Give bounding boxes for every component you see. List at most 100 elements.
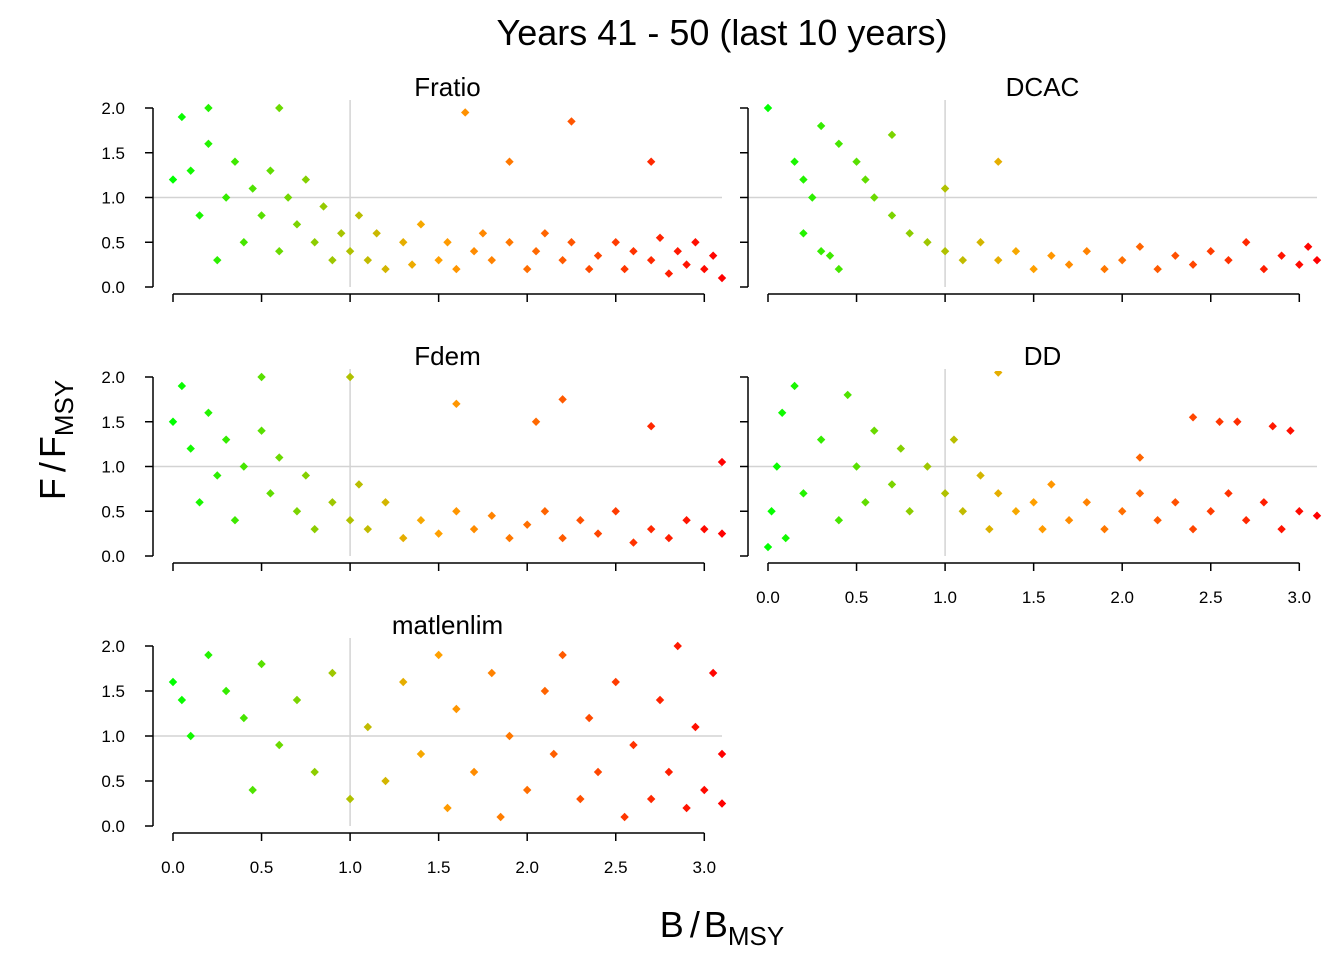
data-point [168, 175, 178, 184]
data-point [799, 175, 808, 184]
data-point [1153, 516, 1162, 525]
data-point [708, 251, 718, 260]
data-point [777, 408, 787, 417]
data-point [887, 211, 897, 220]
data-point [790, 157, 799, 166]
data-point [558, 650, 567, 660]
data-point [345, 516, 355, 525]
data-point [354, 211, 364, 220]
x-tick-label: 2.0 [1110, 588, 1134, 607]
data-point [646, 422, 656, 431]
y-axis-title-main-2: F [32, 436, 73, 458]
data-point [799, 489, 808, 498]
data-point [1117, 507, 1127, 516]
x-tick-label: 2.5 [1199, 588, 1223, 607]
data-point [478, 229, 488, 238]
panel-title: DCAC [1006, 72, 1080, 102]
data-point [540, 507, 550, 516]
data-point [487, 511, 496, 520]
chart-title: Years 41 - 50 (last 10 years) [497, 12, 948, 53]
data-point [691, 722, 700, 732]
data-point [772, 462, 782, 471]
data-point [700, 264, 709, 274]
x-tick-label: 1.5 [1022, 588, 1046, 607]
data-point [531, 417, 541, 426]
data-point [870, 193, 879, 202]
data-point [976, 238, 985, 247]
data-point [1100, 264, 1109, 274]
data-point [168, 677, 178, 687]
data-point [186, 444, 195, 453]
data-point [1082, 498, 1091, 507]
data-point [177, 112, 187, 122]
data-point [328, 668, 337, 678]
data-point [558, 533, 567, 543]
data-point [1188, 524, 1198, 534]
data-point [673, 247, 682, 256]
data-point [1188, 413, 1198, 422]
panels: Fratio 0.0 0.5 1.0 1.5 2.0 DCAC Fdem 0.0 0.5 1.0 1.… [101, 72, 1322, 877]
data-point [611, 677, 620, 687]
data-point [1277, 524, 1286, 534]
data-point [717, 749, 727, 759]
data-point [452, 399, 461, 409]
data-point [416, 749, 426, 759]
data-point [213, 255, 222, 265]
data-point [1117, 255, 1127, 265]
data-point [275, 103, 284, 113]
panel-title: Fdem [414, 341, 480, 371]
data-point [905, 507, 914, 516]
data-point [1224, 489, 1233, 498]
data-point [1295, 507, 1304, 516]
data-point [345, 247, 355, 256]
y-axis-title: F/FMSY [32, 380, 79, 500]
data-point [195, 211, 204, 220]
data-point [434, 650, 443, 660]
panel-dcac: DCAC [740, 72, 1322, 302]
data-point [363, 524, 373, 534]
data-point [204, 408, 213, 417]
data-point [381, 498, 390, 507]
y-tick-label: 1.5 [101, 413, 125, 432]
y-axis-title-separator: / [32, 462, 73, 472]
data-point [239, 238, 249, 247]
data-point [655, 233, 665, 242]
data-point [861, 498, 870, 507]
data-point [443, 238, 452, 247]
data-point [275, 740, 284, 750]
data-point [257, 211, 266, 220]
data-point [1241, 238, 1251, 247]
data-point [469, 767, 479, 777]
data-point [629, 740, 638, 750]
data-point [976, 471, 985, 480]
data-point [825, 251, 835, 260]
y-axis-title-sub: MSY [49, 380, 79, 436]
data-point [1171, 498, 1180, 507]
panel-title: DD [1024, 341, 1062, 371]
data-point [531, 247, 541, 256]
data-point [363, 255, 373, 265]
data-point [834, 139, 844, 148]
x-axis-title-main-2: B [704, 904, 728, 945]
data-point [958, 507, 968, 516]
data-point [434, 529, 443, 538]
data-point [195, 498, 204, 507]
data-point [843, 390, 852, 400]
data-point [691, 238, 700, 247]
data-point [443, 803, 452, 813]
data-point [700, 524, 709, 534]
data-point [870, 426, 879, 435]
data-point [664, 767, 674, 777]
data-point [994, 371, 1003, 377]
x-tick-label: 1.0 [933, 588, 957, 607]
data-point [808, 193, 817, 202]
data-point [593, 529, 603, 538]
data-point [767, 507, 776, 516]
data-point [1233, 417, 1242, 426]
data-point [310, 767, 319, 777]
data-point [381, 776, 390, 786]
data-point [1100, 524, 1109, 534]
data-point [923, 462, 932, 471]
data-point [452, 507, 461, 516]
data-point [292, 695, 302, 705]
